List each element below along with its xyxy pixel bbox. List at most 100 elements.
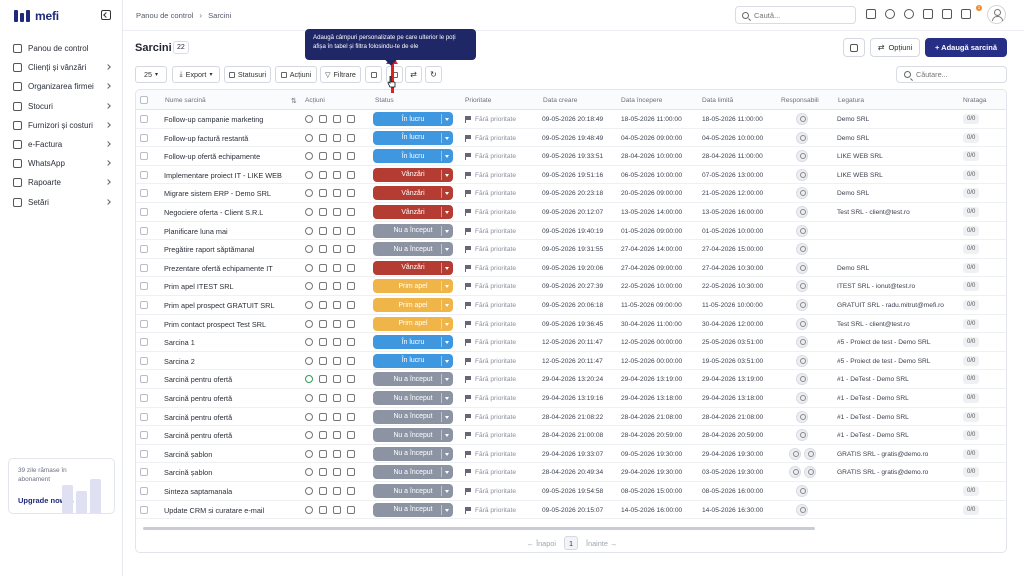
task-name[interactable]: Follow-up factură restantă	[164, 133, 249, 143]
edit-icon[interactable]	[319, 394, 327, 402]
task-name[interactable]: Sinteza saptamanala	[164, 487, 233, 496]
delete-icon[interactable]	[347, 487, 355, 495]
delete-icon[interactable]	[347, 189, 355, 198]
options-button[interactable]: ⇄ Opțiuni	[870, 38, 920, 57]
table-row[interactable]: Follow-up campanie marketing În lucru Fără…	[136, 110, 1006, 129]
status-dropdown[interactable]: Nu a început	[373, 465, 453, 480]
sidebar-item-5[interactable]: e-Factura	[8, 135, 116, 154]
timer-icon[interactable]	[305, 133, 313, 142]
task-name[interactable]: Sarcina 1	[164, 338, 195, 348]
actions-button[interactable]: Acțiuni	[275, 66, 317, 83]
link-value[interactable]: ITEST SRL - ionut@test.ro	[837, 283, 916, 291]
complete-icon[interactable]	[333, 226, 341, 235]
responsible-avatar-icon[interactable]	[796, 503, 808, 516]
status-dropdown[interactable]: Nu a început	[373, 223, 453, 238]
sidebar-item-1[interactable]: Clienți și vânzări	[8, 58, 116, 77]
edit-icon[interactable]	[319, 375, 327, 384]
col-name[interactable]: Nume sarcină	[165, 97, 206, 104]
link-value[interactable]: LIKE WEB SRL	[837, 153, 883, 161]
timer-icon[interactable]	[305, 468, 313, 477]
table-row[interactable]: Sarcină pentru ofertă Nu a început Fără pr…	[136, 426, 1006, 445]
timer-icon[interactable]	[305, 375, 313, 384]
complete-icon[interactable]	[333, 245, 341, 254]
row-checkbox[interactable]	[140, 152, 148, 161]
delete-icon[interactable]	[347, 449, 355, 458]
table-row[interactable]: Prezentare ofertă echipamente IT Vânzări F…	[136, 259, 1006, 278]
task-name[interactable]: Implementare proiect IT - LIKE WEB	[164, 170, 282, 180]
table-search-input[interactable]	[916, 70, 996, 79]
row-checkbox[interactable]	[140, 133, 148, 142]
responsible-avatar-icon[interactable]	[796, 113, 808, 125]
complete-icon[interactable]	[333, 282, 341, 291]
status-dropdown[interactable]: Nu a început	[373, 484, 453, 498]
link-value[interactable]: #1 - DeTest - Demo SRL	[837, 376, 909, 384]
link-value[interactable]: Demo SRL	[837, 190, 870, 198]
status-dropdown[interactable]: Nu a început	[373, 391, 453, 405]
link-value[interactable]: #1 - DeTest - Demo SRL	[837, 432, 909, 440]
timer-icon[interactable]	[305, 319, 313, 328]
status-dropdown[interactable]: Nu a început	[373, 446, 453, 461]
task-name[interactable]: Prim apel ITEST SRL	[164, 282, 234, 292]
table-row[interactable]: Sarcină pentru ofertă Nu a început Fără pr…	[136, 408, 1006, 427]
status-dropdown[interactable]: Vânzări	[373, 186, 453, 201]
table-row[interactable]: Follow-up ofertă echipamente În lucru Fără…	[136, 147, 1006, 166]
edit-icon[interactable]	[319, 356, 327, 365]
status-dropdown[interactable]: Nu a început	[373, 372, 453, 387]
status-dropdown[interactable]: Vânzări	[373, 205, 453, 219]
link-value[interactable]: GRATUIT SRL - radu.mitrut@mefi.ro	[837, 302, 944, 309]
status-dropdown[interactable]: Vânzări	[373, 167, 453, 182]
timer-icon[interactable]	[305, 505, 313, 514]
status-dropdown[interactable]: Nu a început	[373, 502, 453, 517]
row-checkbox[interactable]	[140, 487, 148, 495]
refresh-button[interactable]: ↻	[425, 66, 442, 83]
responsible-avatar-icon[interactable]	[796, 131, 808, 144]
responsible-avatar-icon[interactable]	[796, 429, 808, 442]
edit-icon[interactable]	[319, 412, 327, 421]
table-row[interactable]: Migrare sistem ERP - Demo SRL Vânzări Fără…	[136, 184, 1006, 203]
export-button[interactable]: ⤓ Export ▾	[172, 66, 220, 83]
breadcrumb-home[interactable]: Panou de control	[136, 11, 194, 20]
complete-icon[interactable]	[333, 301, 341, 309]
table-row[interactable]: Negociere oferta - Client S.R.L Vânzări Fă…	[136, 203, 1006, 222]
timer-icon[interactable]	[305, 394, 313, 402]
complete-icon[interactable]	[333, 449, 341, 458]
task-name[interactable]: Prim contact prospect Test SRL	[164, 319, 267, 329]
task-name[interactable]: Sarcină șablon	[164, 449, 213, 459]
status-dropdown[interactable]: Nu a început	[373, 242, 453, 257]
edit-icon[interactable]	[319, 505, 327, 514]
edit-icon[interactable]	[319, 282, 327, 291]
complete-icon[interactable]	[333, 170, 341, 179]
delete-icon[interactable]	[347, 245, 355, 254]
delete-icon[interactable]	[347, 468, 355, 477]
per-page-select[interactable]: 25 ▾	[135, 66, 167, 83]
table-row[interactable]: Prim apel ITEST SRL Prim apel Fără priorit…	[136, 277, 1006, 296]
complete-icon[interactable]	[333, 431, 341, 440]
timer-icon[interactable]	[305, 412, 313, 421]
table-row[interactable]: Sarcina 1 În lucru Fără prioritate 12-05-20…	[136, 333, 1006, 352]
delete-icon[interactable]	[347, 431, 355, 440]
view-toggle-button[interactable]	[843, 38, 865, 57]
sort-icon[interactable]: ⇅	[291, 98, 297, 105]
row-checkbox[interactable]	[140, 431, 148, 440]
timer-icon[interactable]	[305, 226, 313, 235]
responsible-avatar-icon[interactable]	[804, 447, 816, 460]
filter-button[interactable]: ▽ Filtrare	[320, 66, 361, 83]
responsible-avatar-icon[interactable]	[789, 466, 801, 479]
collapse-sidebar-icon[interactable]	[101, 10, 111, 20]
table-row[interactable]: Sarcină pentru ofertă Nu a început Fără pr…	[136, 389, 1006, 408]
complete-icon[interactable]	[333, 152, 341, 161]
table-row[interactable]: Update CRM si curatare e-mail Nu a începu…	[136, 501, 1006, 520]
brand-logo[interactable]: mefi	[14, 9, 59, 23]
col-link[interactable]: Legatura	[838, 97, 865, 104]
timer-icon[interactable]	[305, 356, 313, 365]
status-dropdown[interactable]: În lucru	[373, 149, 453, 164]
table-row[interactable]: Sarcină pentru ofertă Nu a început Fără pr…	[136, 370, 1006, 389]
upgrade-now-link[interactable]: Upgrade now →	[18, 496, 76, 505]
status-dropdown[interactable]: Vânzări	[373, 260, 453, 275]
responsible-avatar-icon[interactable]	[804, 466, 816, 479]
delete-icon[interactable]	[347, 301, 355, 309]
next-page-button[interactable]: Înainte →	[585, 538, 618, 548]
task-name[interactable]: Update CRM si curatare e-mail	[164, 505, 265, 515]
table-row[interactable]: Prim contact prospect Test SRL Prim apel F…	[136, 315, 1006, 334]
timer-icon[interactable]	[305, 115, 313, 123]
